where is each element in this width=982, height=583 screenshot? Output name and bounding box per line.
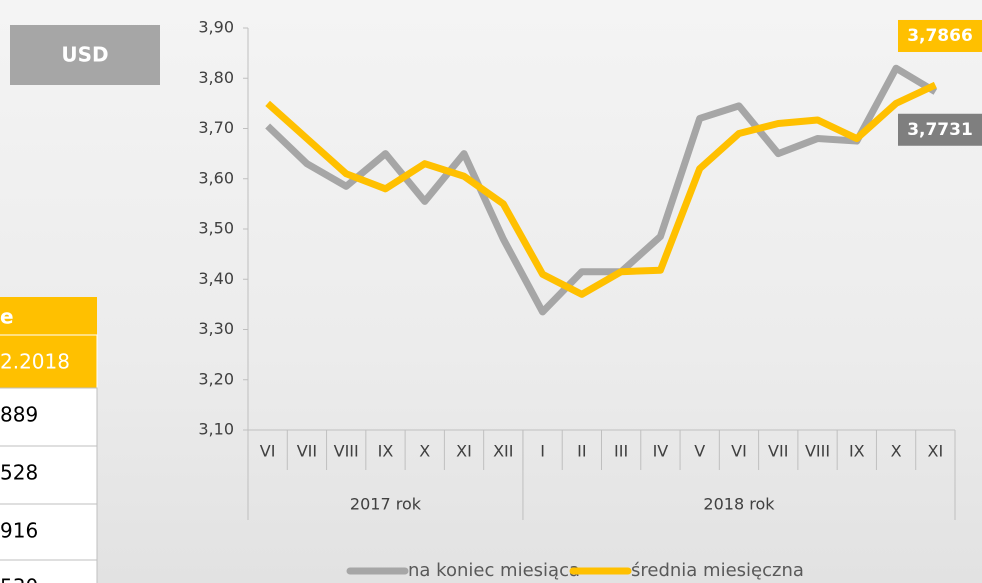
table-cell-text: 528 <box>0 461 38 485</box>
group-label: 2017 rok <box>350 495 422 514</box>
slide: USD e 2.2018 889 528 916 530 3,10 3,20 3,30 3,4… <box>0 0 982 583</box>
series-line <box>268 68 936 312</box>
page: USD e 2.2018 889 528 916 530 3,10 3,20 3,30 3,4… <box>0 0 982 583</box>
table-cell-text: 530 <box>0 575 38 583</box>
badge: USD <box>61 43 108 67</box>
table-cell-text: 916 <box>0 519 38 543</box>
series-line <box>268 85 936 294</box>
y-tick-label: 3,40 <box>198 269 234 288</box>
table: 2.2018 889 528 916 530 <box>0 335 97 583</box>
x-tick-label: I <box>540 442 545 461</box>
x-tick-label: XII <box>493 442 513 461</box>
y-tick-label: 3,80 <box>198 68 234 87</box>
table-cell-text: 889 <box>0 403 38 427</box>
value-label: 3,7866 <box>907 26 973 46</box>
x-tick-label: VIII <box>805 442 830 461</box>
legend-label: średnia miesięczna <box>631 560 804 581</box>
x-tick-label: IV <box>653 442 669 461</box>
x-tick-label: XI <box>928 442 944 461</box>
x-tick-label: VII <box>297 442 317 461</box>
legend-label: na koniec miesiąca <box>408 560 580 581</box>
y-tick-label: 3,60 <box>198 168 234 187</box>
x-tick-label: IX <box>378 442 394 461</box>
y-tick-label: 3,10 <box>198 420 234 439</box>
group-label: 2018 rok <box>703 495 775 514</box>
x-tick-label: VI <box>731 442 747 461</box>
x-tick-label: VIII <box>334 442 359 461</box>
x-tick-label: VI <box>260 442 276 461</box>
x-tick-label: III <box>614 442 628 461</box>
y-tick-label: 3,70 <box>198 118 234 137</box>
y-tick-label: 3,30 <box>198 319 234 338</box>
x-tick-label: II <box>577 442 586 461</box>
x-tick-label: V <box>694 442 705 461</box>
x-tick-label: IX <box>849 442 865 461</box>
x-tick-label: X <box>419 442 430 461</box>
y-tick-label: 3,50 <box>198 219 234 238</box>
value-label: 3,7731 <box>907 120 973 140</box>
y-tick-label: 3,20 <box>198 369 234 388</box>
table-cell-text: 2.2018 <box>0 350 70 374</box>
x-tick-label: XI <box>456 442 472 461</box>
x-tick-label: X <box>891 442 902 461</box>
y-tick-label: 3,90 <box>198 18 234 37</box>
table-header: e <box>0 305 14 329</box>
x-tick-label: VII <box>768 442 788 461</box>
table-header-cell <box>0 297 97 335</box>
